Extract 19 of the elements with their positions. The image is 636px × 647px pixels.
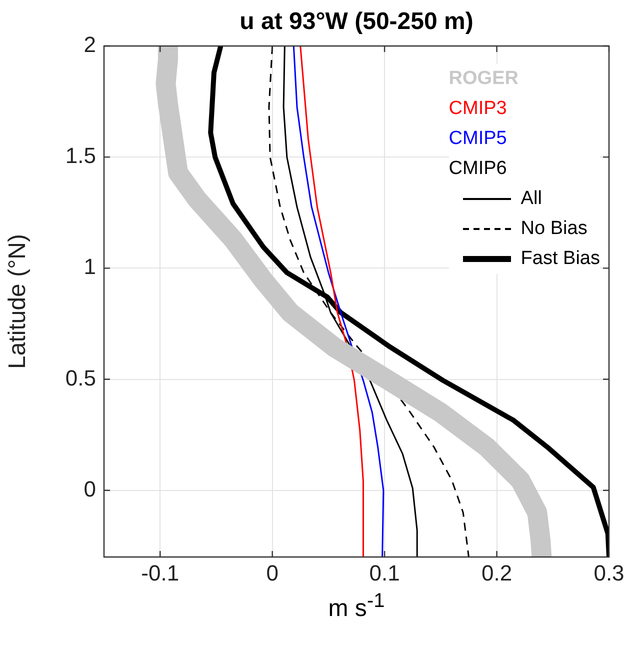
- x-tick-label: 0.2: [481, 560, 512, 586]
- annotation: CMIP6: [448, 157, 508, 181]
- text: CMIP5: [448, 127, 508, 151]
- y-tick-label: 2: [84, 32, 96, 58]
- chart-title: u at 93°W (50-250 m): [238, 8, 474, 36]
- x-tick-label: 0: [266, 560, 278, 586]
- legend-label: No Bias: [520, 217, 588, 241]
- y-tick-label: 0.5: [65, 365, 96, 390]
- y-tick-label: 1.5: [65, 143, 96, 168]
- x-tick-label: -0.1: [141, 560, 180, 586]
- y-tick-label: 0: [84, 476, 96, 502]
- y-axis-title: Latitude (°N): [4, 234, 32, 369]
- y-tick-label: 1: [84, 254, 96, 280]
- x-tick-label: 0.3: [594, 560, 624, 586]
- x-tick-label: 0.1: [369, 560, 400, 586]
- legend-label: All: [520, 187, 543, 211]
- x-axis-title: m s$^{-1}$: [327, 590, 386, 623]
- legend-label: Fast Bias: [520, 247, 600, 271]
- text: CMIP3: [448, 97, 508, 121]
